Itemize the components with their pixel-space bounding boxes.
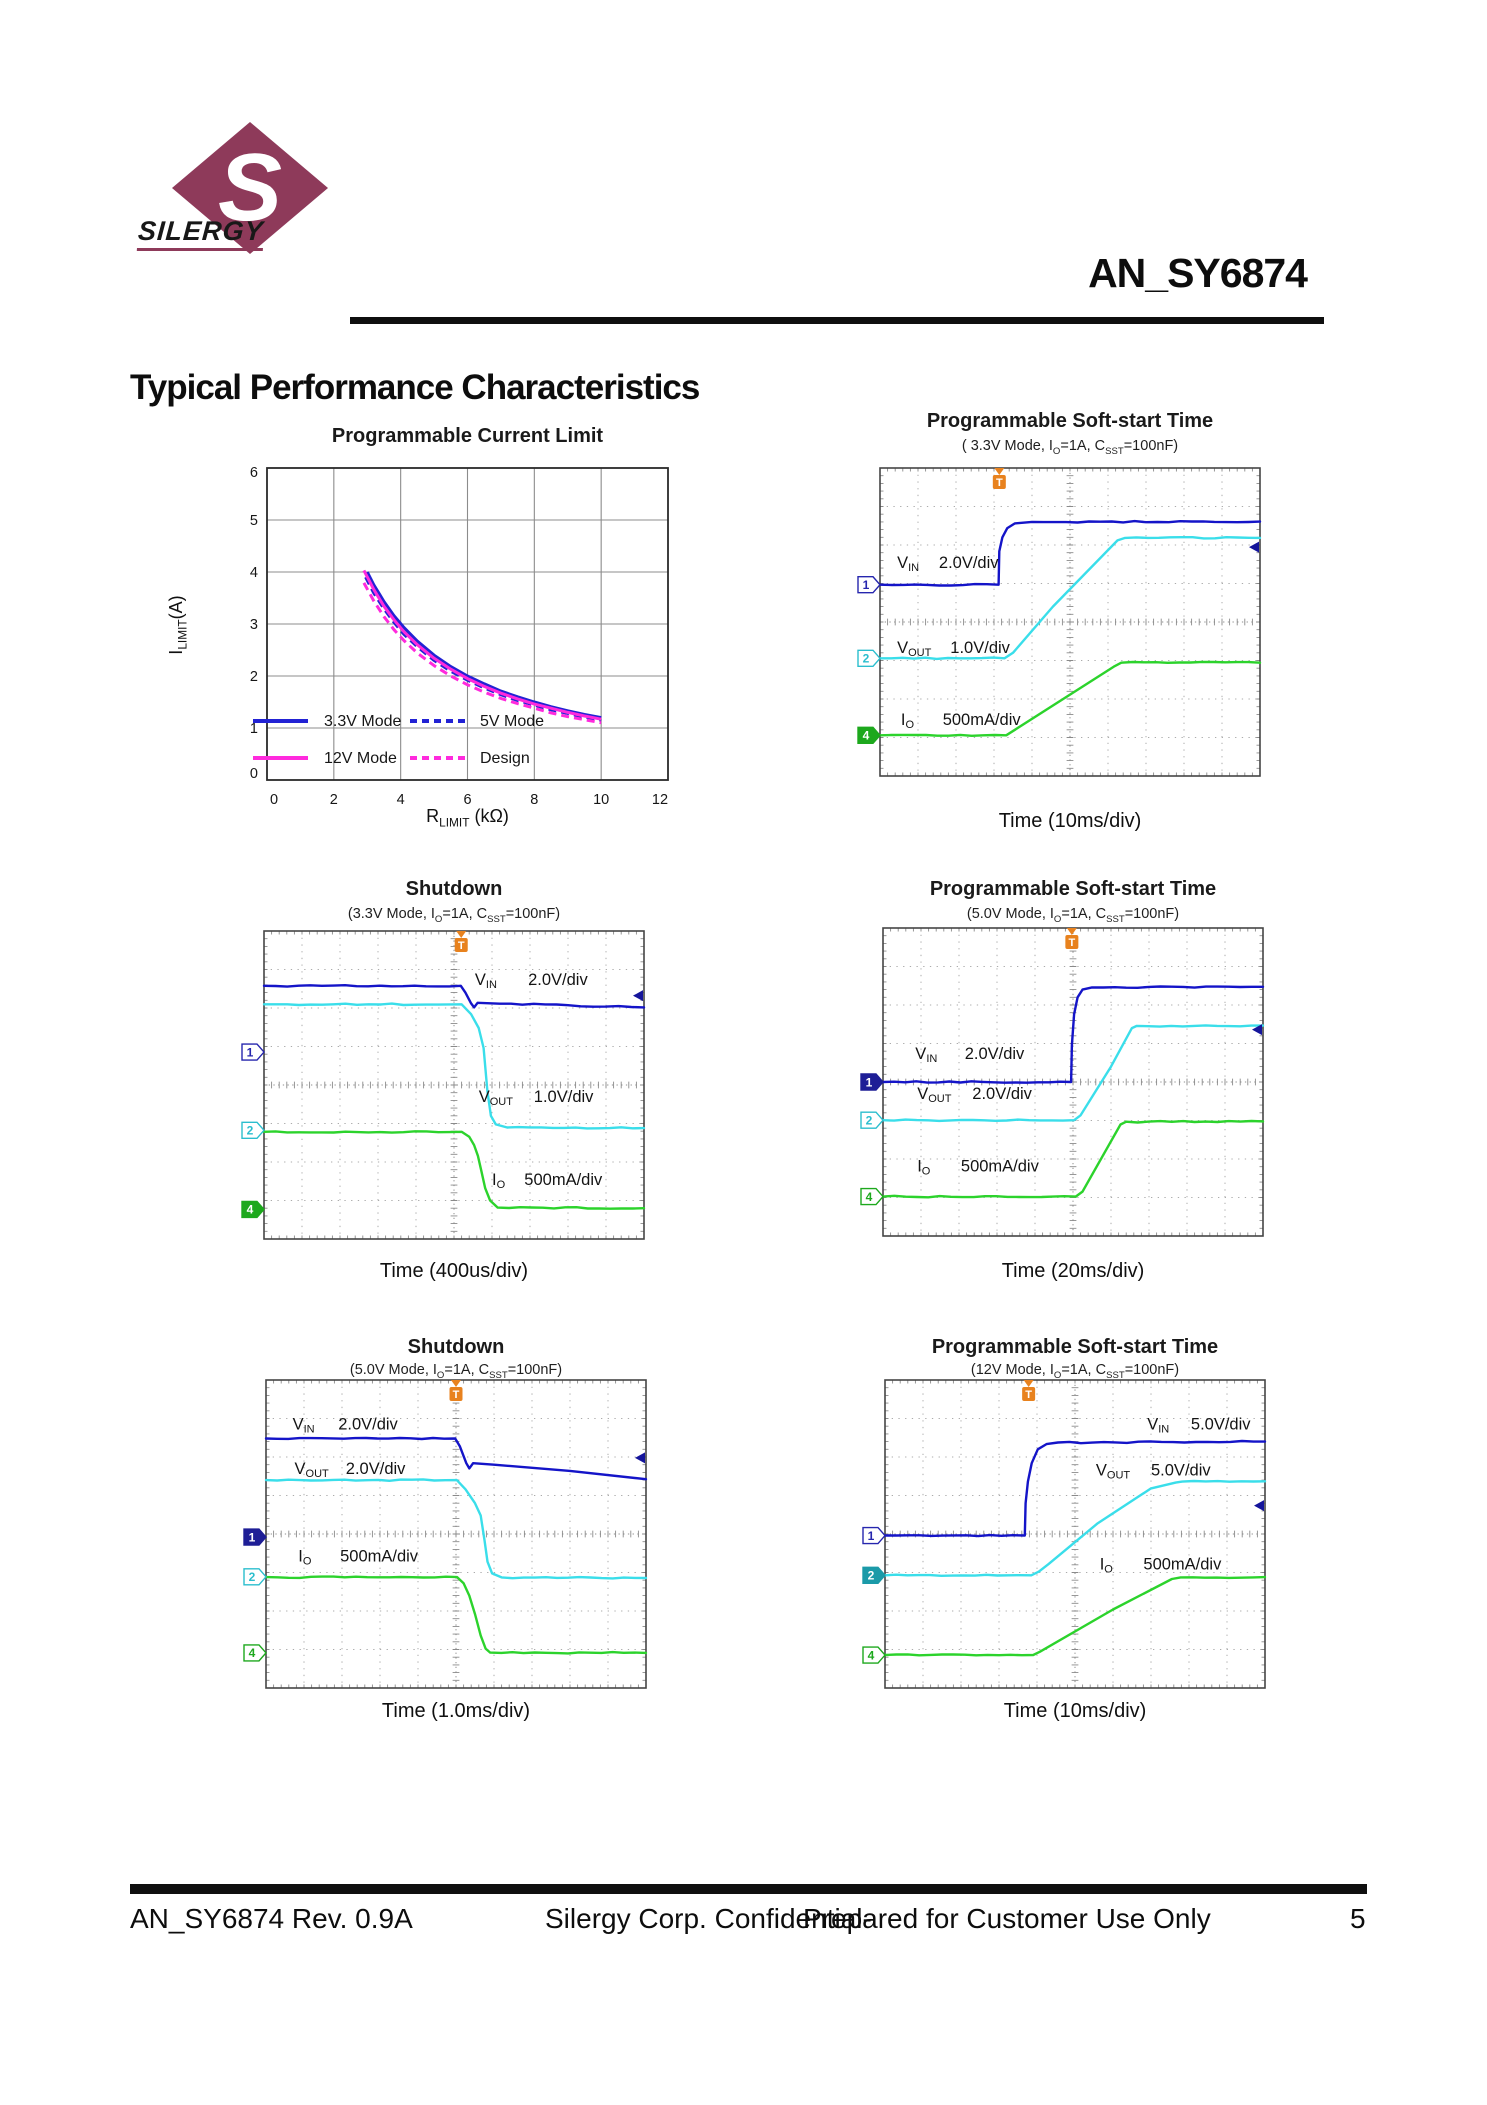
channel-1-marker: 1 [242,1044,264,1060]
scope-title-softstart-5v0: Programmable Soft-start Time [883,878,1263,901]
footer-doc-revision: AN_SY6874 Rev. 0.9A [130,1903,413,1935]
svg-text:2: 2 [250,669,258,685]
channel-1-marker: 1 [244,1529,266,1545]
svg-text:T: T [458,940,465,952]
channel-4-marker: 4 [244,1645,266,1661]
svg-text:T: T [1068,937,1075,949]
channel-4-marker: 4 [863,1647,885,1663]
time-label-softstart-5v0: Time (20ms/div) [883,1260,1263,1283]
trace-scale-value: 1.0V/div [950,639,1010,657]
svg-text:0: 0 [250,766,258,782]
x-axis-label: RLIMIT (kΩ) [267,806,668,830]
svg-text:2: 2 [249,1570,256,1584]
scope-title-shutdown-3v3: Shutdown [264,878,644,901]
scope-title-softstart-12v: Programmable Soft-start Time [885,1336,1265,1359]
trace-scale-value: 5.0V/div [1151,1461,1211,1479]
company-logo: S SILERGY [138,118,348,258]
svg-text:1: 1 [868,1529,875,1543]
channel-2-marker: 2 [858,650,880,666]
trace-scale-value: 2.0V/div [338,1415,398,1433]
scope-capture-softstart-5v0: T 1 2 4 VIN 2.0V/div VOUT 2.0V/div IO 500mA/div [857,915,1269,1254]
svg-text:4: 4 [250,565,258,581]
trace-scale-value: 500mA/div [524,1171,603,1189]
footer-center: Silergy Corp. Confidential- Prepared for… [545,1903,1365,1939]
current-limit-chart: 0 2 4 6 8 10 12 0 1 2 3 4 5 6 3.3V Mode 5V Mode 12V Mode… [128,418,688,838]
brand-name: SILERGY [138,216,264,251]
svg-text:2: 2 [868,1569,875,1583]
page-title: Typical Performance Characteristics [130,368,699,408]
svg-text:2: 2 [863,652,870,666]
scope-title-softstart-3v3: Programmable Soft-start Time [880,410,1260,433]
svg-text:6: 6 [250,465,258,481]
channel-2-marker: 2 [863,1567,885,1583]
scope-capture-shutdown-5v0: T 1 2 4 VIN 2.0V/div VOUT 2.0V/div IO 500mA/div [240,1367,652,1706]
trace-scale-value: 1.0V/div [534,1088,594,1106]
footer-customer-use-text: Prepared for Customer Use Only [803,1903,1211,1935]
time-label-softstart-3v3: Time (10ms/div) [880,810,1260,833]
svg-text:1: 1 [863,578,870,592]
legend-label: Design [480,750,530,767]
svg-text:4: 4 [247,1203,254,1217]
trace-scale-value: 2.0V/div [346,1460,406,1478]
trace-scale-value: 500mA/div [961,1157,1040,1175]
svg-text:1: 1 [249,1530,256,1544]
header-rule [350,317,1324,324]
svg-text:5: 5 [250,513,258,529]
svg-text:2: 2 [866,1113,873,1127]
scope-capture-shutdown-3v3: T 1 2 4 VIN 2.0V/div VOUT 1.0V/div IO 500mA/div [238,918,650,1257]
channel-2-marker: 2 [861,1112,883,1128]
footer-rule [130,1884,1367,1894]
legend-label: 3.3V Mode [324,713,401,730]
svg-text:1: 1 [866,1075,873,1089]
channel-4-marker: 4 [858,727,880,743]
svg-text:4: 4 [868,1648,875,1662]
svg-text:1: 1 [247,1045,254,1059]
svg-text:T: T [453,1389,460,1401]
legend-label: 5V Mode [480,713,544,730]
trace-scale-value: 500mA/div [340,1548,419,1566]
trace-scale-value: 2.0V/div [972,1085,1032,1103]
time-label-shutdown-3v3: Time (400us/div) [264,1260,644,1283]
trace-scale-value: 5.0V/div [1191,1415,1251,1433]
channel-1-marker: 1 [863,1528,885,1544]
svg-text:T: T [1025,1389,1032,1401]
channel-1-marker: 1 [861,1074,883,1090]
time-label-shutdown-5v0: Time (1.0ms/div) [266,1700,646,1723]
channel-2-marker: 2 [242,1122,264,1138]
trace-scale-value: 500mA/div [1143,1555,1222,1573]
svg-text:T: T [996,477,1003,489]
svg-text:3: 3 [250,617,258,633]
channel-1-marker: 1 [858,577,880,593]
document-number: AN_SY6874 [1088,250,1307,297]
svg-text:1: 1 [250,721,258,737]
svg-text:4: 4 [863,729,870,743]
trace-scale-value: 2.0V/div [939,554,999,572]
channel-4-marker: 4 [861,1189,883,1205]
channel-2-marker: 2 [244,1569,266,1585]
time-label-softstart-12v: Time (10ms/div) [885,1700,1265,1723]
channel-4-marker: 4 [242,1201,264,1217]
trace-scale-value: 2.0V/div [528,971,588,989]
trace-scale-value: 500mA/div [943,711,1022,729]
svg-text:2: 2 [247,1124,254,1138]
legend-label: 12V Mode [324,750,397,767]
scope-title-shutdown-5v0: Shutdown [266,1336,646,1359]
scope-capture-softstart-12v: T 1 2 4 VIN 5.0V/div VOUT 5.0V/div IO 500mA/div [859,1367,1271,1706]
footer-page-number: 5 [1350,1903,1366,1935]
trace-scale-value: 2.0V/div [965,1045,1025,1063]
svg-text:4: 4 [866,1190,873,1204]
datasheet-page: { "header": { "brand_name": "SILERGY", "… [0,0,1487,2105]
y-axis-label: ILIMIT(A) [166,540,196,710]
scope-capture-softstart-3v3: T 1 2 4 VIN 2.0V/div VOUT 1.0V/div IO 500mA/div [854,455,1266,794]
svg-text:4: 4 [249,1646,256,1660]
